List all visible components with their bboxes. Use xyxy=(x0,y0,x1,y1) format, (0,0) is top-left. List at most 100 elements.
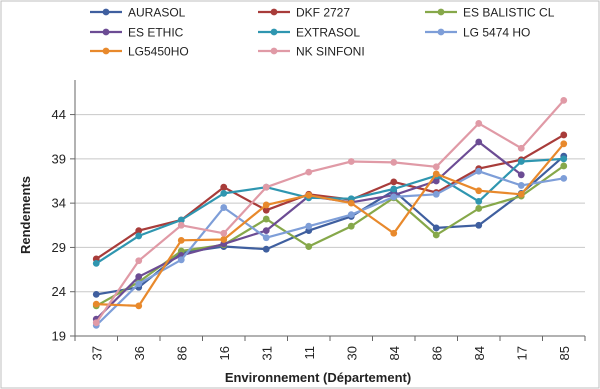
series-6 xyxy=(92,140,568,310)
legend-item: LG5450HO xyxy=(90,45,189,59)
legend-label: LG 5474 HO xyxy=(463,26,530,40)
legend-item: EXTRASOL xyxy=(258,26,360,40)
legend-marker xyxy=(437,8,445,16)
data-point xyxy=(220,236,228,243)
data-point xyxy=(92,319,100,327)
legend-item: NK SINFONI xyxy=(258,45,365,59)
data-point xyxy=(305,191,313,199)
data-point xyxy=(432,190,440,198)
data-point xyxy=(432,177,440,185)
data-point xyxy=(517,144,525,152)
data-point xyxy=(262,206,270,214)
data-point xyxy=(390,193,398,201)
data-point xyxy=(135,280,143,288)
legend-marker xyxy=(270,28,278,36)
axes: 19 24 29 34 39 44 37 36 86 16 31 11 30 84 86 84 17 85 xyxy=(52,80,586,360)
data-point xyxy=(475,187,483,195)
legend-item: LG 5474 HO xyxy=(425,26,530,40)
data-point xyxy=(305,168,313,176)
data-point xyxy=(135,273,143,281)
data-point xyxy=(347,222,355,230)
legend-item: ES BALISTIC CL xyxy=(425,6,555,20)
data-point xyxy=(262,227,270,235)
y-tick-label: 19 xyxy=(52,329,66,344)
data-point xyxy=(135,257,143,265)
data-point xyxy=(347,199,355,207)
series-7 xyxy=(92,97,568,327)
data-point xyxy=(177,216,185,224)
data-point xyxy=(390,229,398,237)
x-axis-title: Environnement (Département) xyxy=(225,370,411,385)
legend-label: EXTRASOL xyxy=(296,26,360,40)
data-point xyxy=(220,204,228,211)
data-point xyxy=(220,183,228,191)
data-point xyxy=(432,163,440,171)
data-point xyxy=(262,234,270,242)
data-point xyxy=(347,211,355,219)
x-tick-label: 36 xyxy=(132,346,147,360)
data-point xyxy=(92,290,100,298)
legend-label: AURASOL xyxy=(128,6,186,20)
legend-marker xyxy=(102,47,110,55)
data-point xyxy=(92,259,100,267)
x-tick-label: 37 xyxy=(89,346,104,360)
legend-label: ES BALISTIC CL xyxy=(463,6,555,20)
legend-item: ES ETHIC xyxy=(90,26,184,40)
legend-item: DKF 2727 xyxy=(258,6,350,20)
x-tick-label: 85 xyxy=(557,346,572,360)
x-tick-label: 16 xyxy=(217,346,232,360)
series-line xyxy=(95,99,565,324)
data-point xyxy=(432,170,440,178)
data-point xyxy=(475,197,483,205)
x-tick-label: 86 xyxy=(429,346,444,360)
data-point xyxy=(475,221,483,229)
data-point xyxy=(560,155,568,163)
data-point xyxy=(220,190,228,197)
data-point xyxy=(475,138,483,146)
series-lines xyxy=(92,97,568,329)
legend-label: NK SINFONI xyxy=(296,45,365,59)
data-point xyxy=(517,182,525,189)
series-5 xyxy=(92,167,568,329)
data-point xyxy=(517,171,525,179)
data-point xyxy=(560,174,568,182)
data-point xyxy=(220,229,228,237)
series-line xyxy=(95,165,565,307)
data-point xyxy=(560,97,568,104)
x-tick-label: 84 xyxy=(472,346,487,360)
data-point xyxy=(262,183,270,191)
data-point xyxy=(390,159,398,166)
series-line xyxy=(95,170,564,327)
data-point xyxy=(390,185,398,193)
data-point xyxy=(390,178,398,186)
y-axis-title: Rendements xyxy=(18,176,33,254)
y-tick-label: 29 xyxy=(52,240,66,255)
y-tick-label: 44 xyxy=(52,107,66,122)
data-point xyxy=(177,256,185,264)
data-point xyxy=(262,245,270,253)
y-tick-label: 24 xyxy=(52,284,66,299)
data-point xyxy=(475,205,483,212)
legend-marker xyxy=(102,8,110,16)
data-point xyxy=(560,140,568,148)
legend-marker xyxy=(437,28,445,36)
y-tick-label: 39 xyxy=(52,151,66,166)
data-point xyxy=(177,221,185,229)
legend-label: DKF 2727 xyxy=(296,6,350,20)
data-point xyxy=(135,302,143,310)
data-point xyxy=(347,158,355,165)
legend-marker xyxy=(102,28,110,36)
x-tick-label: 30 xyxy=(344,346,359,360)
legend-item: AURASOL xyxy=(90,6,186,20)
legend-label: LG5450HO xyxy=(128,45,189,59)
x-tick-label: 86 xyxy=(174,346,189,360)
x-tick-label: 11 xyxy=(302,346,317,360)
legend: AURASOL DKF 2727 ES BALISTIC CL ES ETHIC EXT… xyxy=(90,6,555,59)
data-point xyxy=(135,227,143,235)
data-point xyxy=(432,224,440,232)
data-point xyxy=(475,120,483,127)
data-point xyxy=(135,232,143,240)
